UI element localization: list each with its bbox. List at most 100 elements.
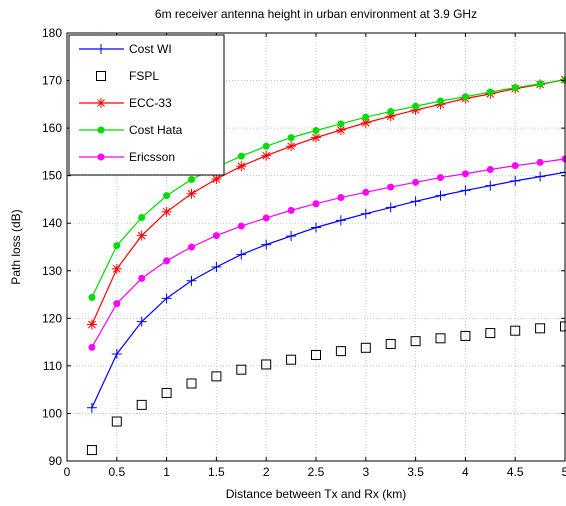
data-point-ericsson	[486, 165, 494, 173]
marker-dot	[412, 102, 420, 110]
marker-dot	[237, 222, 245, 230]
marker-dot	[437, 97, 444, 105]
data-point-ericsson	[113, 300, 121, 308]
data-point-ericsson	[138, 274, 146, 282]
data-point-cost-wi	[335, 215, 346, 226]
data-point-cost-hata	[387, 107, 395, 115]
data-point-ericsson	[362, 188, 370, 196]
marker-square	[211, 371, 222, 382]
legend-marker	[97, 153, 105, 161]
y-tick-label: 180	[42, 26, 62, 40]
series-layer	[86, 74, 566, 456]
marker-dot	[88, 293, 96, 301]
marker-dot	[212, 232, 220, 240]
marker-stroke	[137, 231, 146, 240]
legend-box	[68, 34, 225, 176]
marker-dot	[362, 113, 370, 121]
marker-stroke	[187, 189, 196, 198]
data-point-cost-hata	[337, 120, 345, 128]
legend-label: Ericsson	[129, 150, 175, 164]
marker-square	[111, 416, 122, 427]
marker-square	[286, 354, 297, 365]
data-point-cost-wi	[236, 249, 247, 260]
marker-dot	[88, 343, 96, 351]
marker-square	[311, 349, 321, 360]
y-tick-label: 100	[42, 406, 62, 420]
data-point-cost-hata	[511, 84, 519, 92]
data-point-fspl	[335, 346, 346, 357]
data-point-cost-wi	[510, 175, 521, 186]
data-point-ecc-33	[261, 150, 272, 161]
data-point-fspl	[385, 339, 396, 350]
legend-label: FSPL	[129, 69, 159, 83]
data-point-cost-hata	[287, 134, 295, 142]
data-point-fspl	[186, 378, 197, 389]
legend-marker	[96, 98, 106, 108]
data-point-ericsson	[312, 200, 320, 208]
legend-marker	[96, 71, 106, 81]
y-tick-label: 140	[42, 216, 62, 230]
data-point-ericsson	[163, 257, 171, 265]
x-tick-label: 2	[263, 465, 270, 479]
marker-square	[161, 387, 172, 398]
data-point-cost-hata	[188, 175, 195, 183]
y-tick-label: 150	[42, 169, 62, 183]
data-point-cost-hata	[113, 242, 121, 250]
data-point-cost-wi	[535, 171, 546, 182]
data-point-cost-wi	[311, 222, 321, 233]
data-point-ericsson	[212, 232, 220, 240]
data-point-ecc-33	[136, 230, 147, 241]
data-point-cost-wi	[435, 190, 446, 201]
data-point-fspl	[510, 325, 521, 336]
x-tick-label: 4.5	[507, 465, 524, 479]
data-point-cost-hata	[486, 88, 494, 96]
x-tick-label: 0.5	[108, 465, 125, 479]
legend-label: Cost Hata	[129, 123, 183, 137]
data-point-cost-wi	[485, 180, 496, 191]
data-point-cost-hata	[262, 142, 270, 150]
marker-square	[86, 445, 97, 456]
data-point-ericsson	[188, 243, 195, 251]
data-point-ericsson	[262, 214, 270, 222]
data-point-cost-hata	[461, 93, 469, 101]
marker-square	[385, 339, 396, 350]
marker-stroke	[162, 207, 171, 216]
data-point-cost-hata	[412, 102, 420, 110]
x-tick-label: 0	[64, 465, 71, 479]
data-point-fspl	[435, 333, 446, 344]
series-fspl	[86, 321, 566, 456]
data-point-ericsson	[461, 170, 469, 178]
marker-dot	[387, 107, 395, 115]
marker-dot	[437, 174, 444, 182]
marker-square	[360, 342, 371, 353]
marker-dot	[97, 126, 105, 134]
data-point-ericsson	[287, 206, 295, 214]
y-tick-label: 110	[43, 359, 62, 373]
legend-item-cost-hata: Cost Hata	[79, 123, 183, 137]
y-tick-label: 170	[42, 74, 62, 88]
y-tick-label: 90	[49, 454, 63, 468]
y-tick-label: 130	[42, 264, 62, 278]
marker-stroke	[287, 142, 295, 151]
marker-dot	[237, 152, 245, 160]
data-point-fspl	[211, 371, 222, 382]
data-point-fspl	[111, 416, 122, 427]
legend: Cost WI FSPL ECC-33 Cost Hata Ericsson	[68, 34, 225, 176]
marker-dot	[163, 257, 171, 265]
data-point-ericsson	[88, 343, 96, 351]
marker-dot	[337, 194, 345, 202]
x-tick-label: 4	[462, 465, 469, 479]
marker-dot	[337, 120, 345, 128]
marker-dot	[536, 158, 544, 166]
marker-square	[535, 323, 546, 334]
data-point-cost-hata	[312, 126, 320, 134]
marker-stroke	[337, 126, 345, 134]
marker-dot	[511, 84, 519, 92]
marker-dot	[163, 192, 171, 200]
data-point-fspl	[286, 354, 297, 365]
data-point-cost-hata	[437, 97, 444, 105]
x-axis-label: Distance between Tx and Rx (km)	[226, 487, 407, 501]
series-cost-wi	[86, 167, 566, 413]
series-line-ecc-33	[91, 79, 566, 325]
